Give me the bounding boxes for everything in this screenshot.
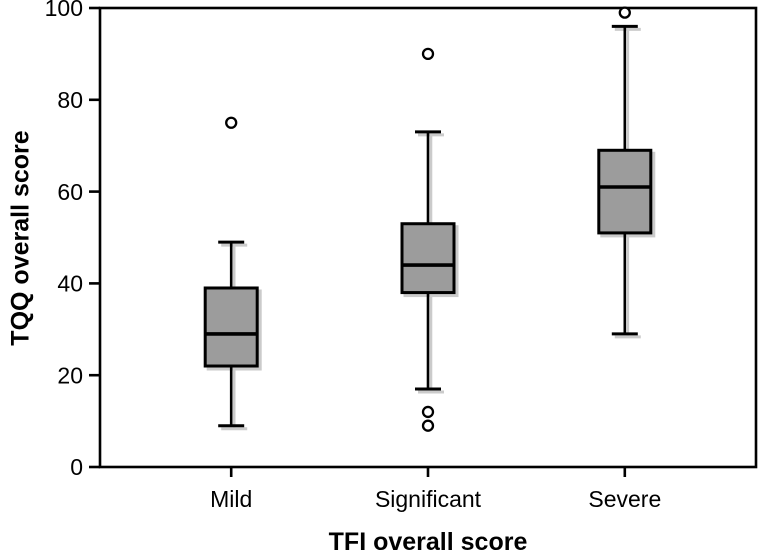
x-axis-title: TFI overall score	[328, 528, 528, 556]
x-category-label: Mild	[210, 486, 252, 512]
y-tick-label: 40	[57, 271, 83, 297]
x-category-label: Severe	[588, 486, 661, 512]
outlier-point	[225, 116, 238, 129]
iqr-box	[597, 148, 653, 235]
y-tick-label: 80	[57, 87, 83, 113]
outlier-point	[421, 47, 435, 61]
outlier-point	[421, 405, 435, 419]
x-category-label: Significant	[375, 486, 482, 512]
y-tick-label: 20	[57, 362, 83, 388]
outlier-point	[618, 6, 631, 19]
y-axis-title: TQQ overall score	[6, 130, 35, 346]
iqr-box	[203, 286, 259, 368]
outlier-point	[421, 419, 435, 432]
iqr-box	[400, 222, 456, 295]
y-tick-label: 60	[57, 179, 83, 205]
y-tick-label: 100	[45, 0, 83, 21]
y-tick-label: 0	[70, 454, 83, 480]
